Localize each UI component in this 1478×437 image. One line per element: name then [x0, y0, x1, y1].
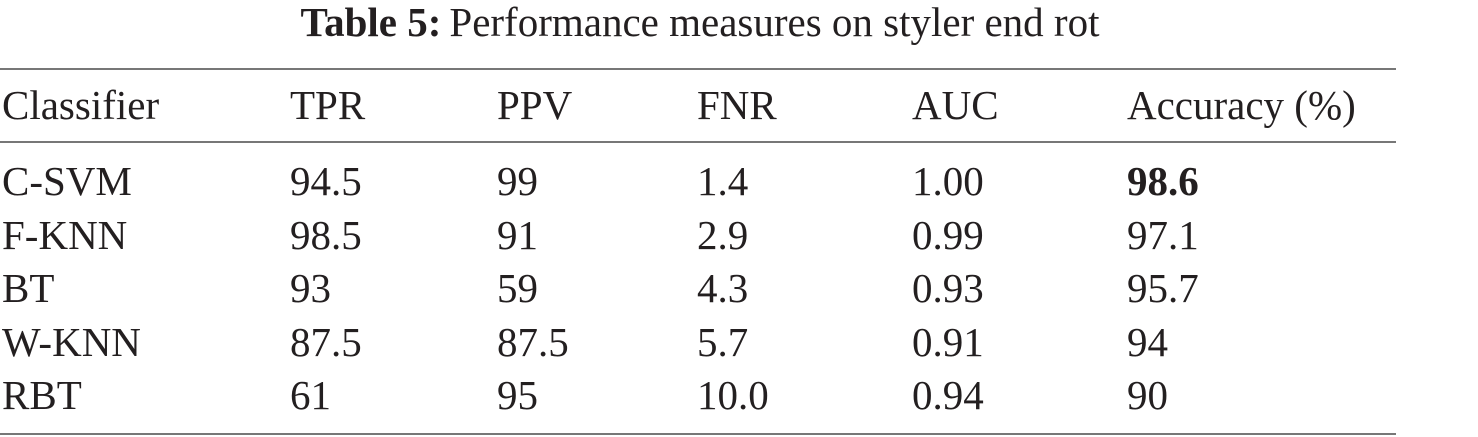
table-cell: 0.94	[912, 372, 984, 418]
table-cell: 91	[497, 211, 538, 258]
table-cell: 59	[497, 265, 538, 311]
header-rule	[0, 141, 1396, 143]
table-cell: 1.4	[697, 158, 749, 204]
table-cell: 2.9	[697, 211, 749, 258]
table-cell: W-KNN	[2, 318, 141, 365]
table-cell: 90	[1127, 372, 1168, 418]
caption-label: Table 5:	[300, 0, 442, 45]
top-rule	[0, 68, 1396, 70]
table-cell: 10.0	[697, 372, 769, 418]
table-cell: 98.6	[1127, 158, 1199, 204]
table-cell: 0.93	[912, 265, 984, 311]
table-cell: 94.5	[290, 158, 362, 204]
table-cell: 87.5	[497, 318, 569, 365]
header-cell: PPV	[497, 82, 573, 128]
table-cell: 98.5	[290, 211, 362, 258]
table-cell: 99	[497, 158, 538, 204]
caption-text: Performance measures on styler end rot	[449, 0, 1100, 45]
header-cell: Accuracy (%)	[1127, 82, 1356, 128]
table-cell: 1.00	[912, 158, 984, 204]
table-cell: 95	[497, 372, 538, 418]
table-cell: F-KNN	[2, 211, 128, 258]
table-cell: RBT	[2, 372, 82, 418]
table-cell: 93	[290, 265, 331, 311]
header-cell: Classifier	[2, 82, 160, 128]
bottom-rule	[0, 433, 1396, 435]
table-caption: Table 5: Performance measures on styler e…	[0, 0, 1400, 44]
header-cell: AUC	[912, 82, 999, 128]
table-cell: 95.7	[1127, 265, 1199, 311]
table-cell: 97.1	[1127, 211, 1199, 258]
table-cell: 0.91	[912, 318, 984, 365]
table-cell: 0.99	[912, 211, 984, 258]
header-cell: TPR	[290, 82, 366, 128]
table-cell: 61	[290, 372, 331, 418]
table-cell: 87.5	[290, 318, 362, 365]
table-cell: 4.3	[697, 265, 749, 311]
table-cell: 5.7	[697, 318, 749, 365]
header-cell: FNR	[697, 82, 777, 128]
table-cell: C-SVM	[2, 158, 132, 204]
table-cell: 94	[1127, 318, 1168, 365]
table-cell: BT	[2, 265, 55, 311]
